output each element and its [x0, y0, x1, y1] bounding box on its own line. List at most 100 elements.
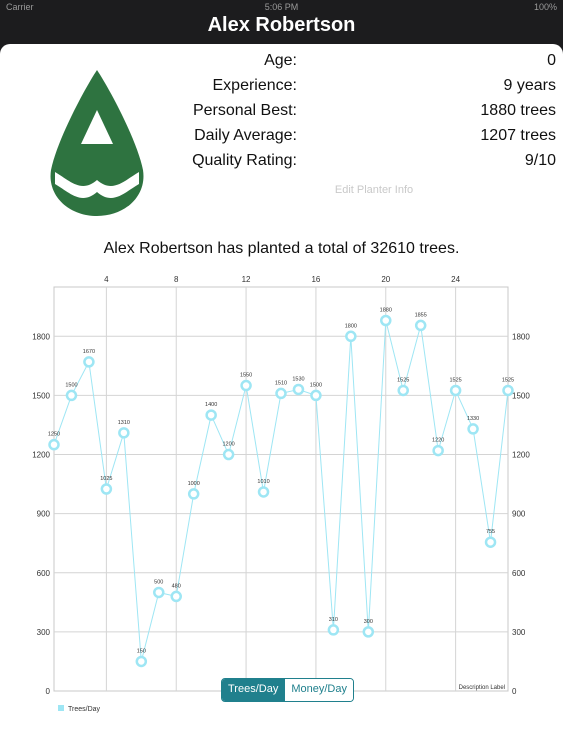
personal-best-value: 1880 trees — [480, 102, 556, 119]
data-point — [467, 423, 479, 435]
quality-rating-value: 9/10 — [524, 152, 556, 169]
data-label: 310 — [329, 617, 338, 623]
data-label: 1530 — [292, 376, 304, 382]
data-point — [83, 356, 95, 368]
data-point — [345, 330, 357, 343]
y-tick-label-left: 900 — [37, 510, 51, 519]
data-point — [65, 389, 78, 402]
data-point — [432, 444, 444, 457]
data-point — [240, 379, 252, 392]
data-label: 1025 — [100, 476, 112, 482]
data-point — [187, 488, 200, 500]
legend-label: Trees/Day — [68, 706, 101, 713]
data-label: 1510 — [275, 380, 287, 386]
daily-average-label: Daily Average: — [194, 127, 297, 144]
data-label: 1330 — [467, 416, 479, 422]
data-point — [449, 384, 462, 397]
y-tick-label-right: 600 — [512, 569, 526, 578]
data-label: 1550 — [240, 373, 252, 379]
data-label: 1525 — [502, 377, 514, 383]
x-tick-label: 20 — [381, 275, 390, 284]
page-title: Alex Robertson — [207, 14, 356, 36]
data-point — [118, 427, 130, 439]
data-label: 1400 — [205, 402, 217, 408]
daily-average-value: 1207 trees — [480, 127, 556, 144]
y-tick-label-right: 1200 — [512, 451, 530, 460]
age-value: 0 — [547, 52, 556, 69]
data-point — [100, 483, 113, 495]
data-label: 1670 — [83, 349, 95, 355]
data-point — [153, 586, 165, 599]
data-point — [257, 486, 270, 498]
data-point — [170, 590, 182, 603]
x-tick-label: 8 — [174, 275, 179, 284]
series-line — [53, 320, 509, 662]
y-tick-label-right: 1500 — [512, 391, 530, 400]
data-point — [484, 536, 497, 548]
data-label: 1855 — [415, 312, 427, 318]
data-point — [502, 384, 514, 397]
data-label: 1500 — [65, 382, 77, 388]
data-point — [414, 319, 427, 332]
metric-segmented-control: Trees/Day Money/Day — [221, 678, 354, 702]
data-label: 1200 — [222, 442, 234, 448]
trees-per-day-tab[interactable]: Trees/Day — [222, 679, 285, 701]
data-point — [205, 409, 217, 421]
data-point — [135, 655, 148, 668]
legend-swatch — [58, 705, 64, 711]
y-tick-label-right: 300 — [512, 628, 526, 637]
age-label: Age: — [264, 52, 297, 69]
data-label: 1800 — [345, 323, 357, 329]
status-time: 5:06 PM — [264, 2, 299, 12]
description-label: Description Label — [459, 685, 505, 691]
y-tick-label-left: 1200 — [32, 451, 50, 460]
data-label: 1525 — [397, 377, 409, 383]
data-point — [380, 314, 392, 327]
data-label: 1000 — [188, 481, 200, 487]
data-label: 755 — [486, 529, 495, 535]
data-point — [327, 624, 340, 636]
data-point — [275, 387, 287, 400]
battery-label: 100% — [533, 2, 557, 12]
experience-label: Experience: — [212, 77, 298, 94]
carrier-label: Carrier — [6, 2, 34, 12]
y-tick-label-right: 0 — [512, 687, 517, 696]
y-tick-label-right: 900 — [512, 510, 526, 519]
data-label: 300 — [364, 619, 373, 625]
data-label: 1880 — [380, 308, 392, 314]
data-label: 480 — [172, 583, 181, 589]
tree-logo-icon — [50, 70, 144, 216]
data-label: 1500 — [310, 382, 322, 388]
data-label: 150 — [137, 648, 146, 654]
y-tick-label-left: 0 — [46, 687, 51, 696]
y-tick-label-left: 300 — [37, 628, 51, 637]
data-point — [362, 626, 375, 638]
x-tick-label: 16 — [311, 275, 320, 284]
data-label: 1220 — [432, 438, 444, 444]
y-tick-label-left: 600 — [37, 569, 51, 578]
y-tick-label-left: 1500 — [32, 391, 50, 400]
data-point — [48, 438, 60, 451]
x-tick-label: 24 — [451, 275, 460, 284]
personal-best-label: Personal Best: — [192, 102, 297, 119]
data-label: 500 — [154, 579, 163, 585]
x-tick-label: 12 — [242, 275, 251, 284]
money-per-day-tab[interactable]: Money/Day — [284, 679, 353, 701]
status-bar: Carrier 5:06 PM 100% — [0, 0, 563, 14]
quality-rating-label: Quality Rating: — [192, 152, 297, 169]
data-label: 1010 — [257, 479, 269, 485]
data-point — [397, 384, 409, 397]
y-tick-label-left: 1800 — [32, 332, 50, 341]
data-label: 1525 — [449, 377, 461, 383]
experience-value: 9 years — [503, 77, 556, 94]
data-point — [292, 383, 305, 396]
edit-planter-info-button[interactable]: Edit Planter Info — [334, 184, 414, 196]
x-tick-label: 4 — [104, 275, 109, 284]
data-point — [222, 448, 235, 461]
data-label: 1310 — [118, 420, 130, 426]
data-point — [310, 389, 322, 402]
plot-frame — [53, 286, 509, 692]
total-trees-summary: Alex Robertson has planted a total of 32… — [103, 240, 460, 257]
data-label: 1250 — [48, 432, 60, 438]
